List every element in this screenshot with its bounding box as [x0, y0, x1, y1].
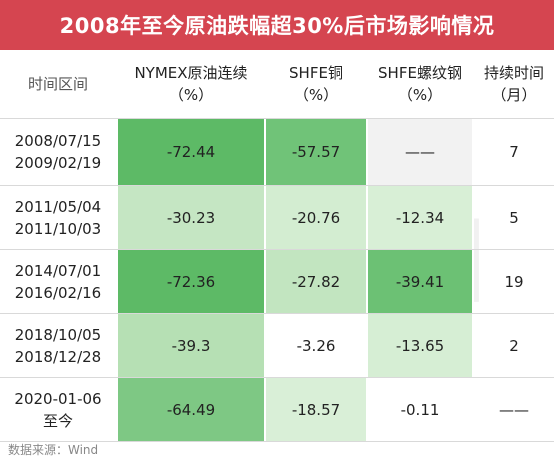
- copper-cell: -3.26: [266, 314, 368, 377]
- period-start: 2014/07/01: [14, 261, 102, 280]
- header-rebar-label: SHFE螺纹钢: [378, 64, 462, 82]
- period-cell: 2018/10/05 2018/12/28: [0, 314, 118, 377]
- rebar-cell: -12.34: [368, 186, 474, 249]
- table-title: 2008年至今原油跌幅超30%后市场影响情况: [0, 0, 554, 50]
- rebar-cell: ——: [368, 119, 474, 185]
- period-end: 至今: [42, 411, 73, 430]
- header-nymex: NYMEX原油连续 （%）: [118, 50, 266, 118]
- period-end: 2018/12/28: [14, 347, 102, 366]
- header-period: 时间区间: [0, 50, 118, 118]
- copper-cell: -27.82: [266, 250, 368, 313]
- months-cell: 2: [509, 336, 519, 355]
- period-end: 2009/02/19: [14, 154, 102, 172]
- period-cell: 2011/05/04 2011/10/03: [0, 186, 118, 249]
- header-copper-label: SHFE铜: [289, 64, 343, 82]
- header-duration-label: 持续时间: [483, 64, 544, 82]
- header-nymex-unit: （%）: [168, 86, 214, 104]
- table-row: 2014/07/01 2016/02/16 -72.36 -27.82 -39.…: [0, 250, 554, 314]
- header-duration-unit: （月）: [491, 86, 537, 104]
- nymex-cell: -30.23: [118, 186, 266, 249]
- header-rebar: SHFE螺纹钢 （%）: [368, 50, 474, 118]
- copper-cell: -57.57: [266, 119, 368, 185]
- dash-placeholder: ——: [405, 143, 435, 161]
- header-period-label: 时间区间: [27, 75, 88, 93]
- months-cell: 5: [509, 208, 519, 227]
- period-cell: 2014/07/01 2016/02/16: [0, 250, 118, 313]
- table-row: 2011/05/04 2011/10/03 -30.23 -20.76 -12.…: [0, 186, 554, 250]
- header-row: 时间区间 NYMEX原油连续 （%） SHFE铜 （%） SHFE螺纹钢 （%）…: [0, 50, 554, 119]
- rebar-cell: -39.41: [368, 250, 474, 313]
- data-table: 时间区间 NYMEX原油连续 （%） SHFE铜 （%） SHFE螺纹钢 （%）…: [0, 50, 554, 442]
- months-cell: ——: [499, 400, 529, 419]
- header-nymex-label: NYMEX原油连续: [134, 64, 248, 82]
- header-duration: 持续时间 （月）: [474, 50, 554, 118]
- months-cell: 7: [509, 143, 519, 161]
- copper-cell: -20.76: [266, 186, 368, 249]
- header-copper-unit: （%）: [293, 86, 339, 104]
- nymex-cell: -72.36: [118, 250, 266, 313]
- copper-cell: -18.57: [266, 378, 368, 441]
- nymex-cell: -72.44: [118, 119, 266, 185]
- rebar-cell: -13.65: [368, 314, 474, 377]
- table-row: 2018/10/05 2018/12/28 -39.3 -3.26 -13.65…: [0, 314, 554, 378]
- period-cell: 2020-01-06 至今: [0, 378, 118, 441]
- nymex-cell: -39.3: [118, 314, 266, 377]
- period-start: 2018/10/05: [14, 325, 102, 344]
- period-end: 2011/10/03: [14, 219, 102, 238]
- period-start: 2011/05/04: [14, 197, 102, 216]
- rebar-cell: -0.11: [368, 378, 474, 441]
- period-start: 2008/07/15: [14, 132, 102, 150]
- data-source: 数据来源：Wind: [8, 443, 99, 457]
- period-cell: 2008/07/15 2009/02/19: [0, 119, 118, 185]
- header-copper: SHFE铜 （%）: [266, 50, 368, 118]
- table-row: 2008/07/15 2009/02/19 -72.44 -57.57 —— 7: [0, 119, 554, 186]
- table-row: 2020-01-06 至今 -64.49 -18.57 -0.11 ——: [0, 378, 554, 442]
- period-end: 2016/02/16: [14, 283, 102, 302]
- nymex-cell: -64.49: [118, 378, 266, 441]
- months-cell: 19: [504, 272, 524, 291]
- header-rebar-unit: （%）: [397, 86, 443, 104]
- period-start: 2020-01-06: [14, 389, 102, 408]
